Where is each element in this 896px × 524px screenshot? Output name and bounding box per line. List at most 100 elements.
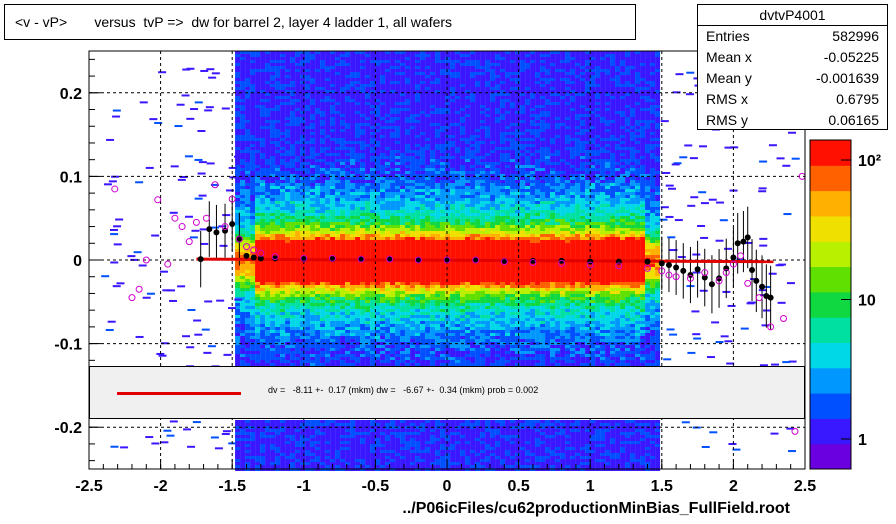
heatmap-cell: [315, 69, 321, 72]
heatmap-cell: [245, 294, 251, 297]
heatmap-cell: [330, 135, 336, 138]
heatmap-cell: [260, 69, 266, 72]
heatmap-cell: [295, 297, 301, 300]
heatmap-cell: [275, 420, 281, 423]
heatmap-cell: [245, 54, 251, 57]
heatmap-cell: [280, 51, 286, 54]
heatmap-cell: [330, 162, 336, 165]
heatmap-cell: [270, 213, 276, 216]
heatmap-cell: [320, 336, 326, 339]
heatmap-cell: [305, 183, 311, 186]
heatmap-cell: [375, 147, 381, 150]
heatmap-cell: [350, 456, 356, 459]
heatmap-cell: [350, 171, 356, 174]
heatmap-cell: [310, 420, 316, 423]
heatmap-cell: [390, 243, 396, 246]
heatmap-cell: [315, 183, 321, 186]
heatmap-cell: [245, 432, 251, 435]
heatmap-cell: [245, 351, 251, 354]
heatmap-cell: [385, 132, 391, 135]
heatmap-cell: [280, 321, 286, 324]
heatmap-cell: [420, 246, 426, 249]
heatmap-cell: [350, 348, 356, 351]
heatmap-cell: [375, 231, 381, 234]
heatmap-cell: [420, 423, 426, 426]
heatmap-cell: [240, 327, 246, 330]
heatmap-cell: [370, 453, 376, 456]
heatmap-cell: [275, 300, 281, 303]
heatmap-cell: [270, 105, 276, 108]
heatmap-cell: [275, 177, 281, 180]
heatmap-cell: [315, 204, 321, 207]
heatmap-cell: [365, 345, 371, 348]
heatmap-cell: [280, 252, 286, 255]
heatmap-cell: [380, 81, 386, 84]
heatmap-cell: [240, 147, 246, 150]
heatmap-cell: [280, 105, 286, 108]
heatmap-cell: [400, 345, 406, 348]
heatmap-cell: [380, 345, 386, 348]
heatmap-cell: [425, 240, 431, 243]
heatmap-cell: [320, 135, 326, 138]
heatmap-cell: [265, 333, 271, 336]
heatmap-cell: [435, 51, 441, 54]
heatmap-cell: [245, 363, 251, 366]
heatmap-cell: [325, 270, 331, 273]
heatmap-cell: [355, 324, 361, 327]
heatmap-cell: [380, 126, 386, 129]
heatmap-cell: [255, 303, 261, 306]
heatmap-cell: [330, 132, 336, 135]
heatmap-cell: [375, 105, 381, 108]
heatmap-cell: [305, 108, 311, 111]
heatmap-cell: [415, 273, 421, 276]
heatmap-cell: [360, 252, 366, 255]
heatmap-cell: [365, 357, 371, 360]
heatmap-cell: [245, 306, 251, 309]
heatmap-cell: [400, 327, 406, 330]
heatmap-cell: [295, 123, 301, 126]
heatmap-cell: [255, 165, 261, 168]
heatmap-cell: [375, 201, 381, 204]
heatmap-cell: [415, 237, 421, 240]
heatmap-cell: [290, 339, 296, 342]
heatmap-cell: [385, 252, 391, 255]
heatmap-cell: [395, 216, 401, 219]
heatmap-cell: [365, 453, 371, 456]
heatmap-cell: [365, 156, 371, 159]
heatmap-cell: [310, 51, 316, 54]
heatmap-cell: [260, 351, 266, 354]
heatmap-cell: [385, 264, 391, 267]
heatmap-cell: [365, 213, 371, 216]
heatmap-cell: [435, 264, 441, 267]
heatmap-cell: [290, 363, 296, 366]
heatmap-cell: [275, 360, 281, 363]
heatmap-cell: [330, 234, 336, 237]
heatmap-cell: [320, 285, 326, 288]
heatmap-cell: [290, 51, 296, 54]
heatmap-cell: [370, 327, 376, 330]
heatmap-cell: [335, 105, 341, 108]
heatmap-cell: [365, 126, 371, 129]
heatmap-cell: [300, 150, 306, 153]
heatmap-cell: [260, 126, 266, 129]
heatmap-cell: [360, 111, 366, 114]
heatmap-cell: [410, 462, 416, 465]
heatmap-cell: [345, 309, 351, 312]
heatmap-cell: [280, 438, 286, 441]
heatmap-cell: [330, 354, 336, 357]
heatmap-cell: [365, 84, 371, 87]
heatmap-cell: [250, 429, 256, 432]
heatmap-cell: [375, 93, 381, 96]
heatmap-cell: [435, 192, 441, 195]
heatmap-cell: [315, 264, 321, 267]
heatmap-cell: [380, 270, 386, 273]
heatmap-cell: [320, 321, 326, 324]
heatmap-cell: [320, 345, 326, 348]
heatmap-cell: [285, 330, 291, 333]
heatmap-cell: [305, 312, 311, 315]
heatmap-cell: [310, 333, 316, 336]
heatmap-cell: [385, 330, 391, 333]
heatmap-cell: [355, 351, 361, 354]
heatmap-cell: [390, 348, 396, 351]
heatmap-cell: [245, 174, 251, 177]
